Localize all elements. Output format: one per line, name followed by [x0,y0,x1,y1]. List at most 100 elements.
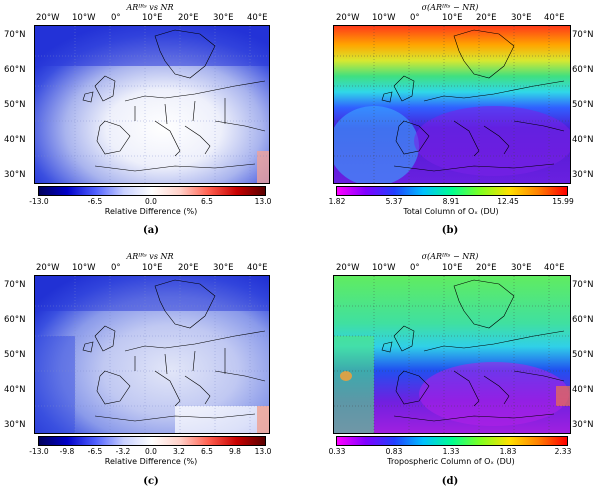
panel-a-cbar-label: Relative Difference (%) [104,207,198,216]
panel-b-lat-label: 60°N [572,65,594,75]
panel-a-lon-label: 40°E [247,13,268,23]
panel-c-cbar-tick: 6.5 [201,447,213,456]
panel-a-lat-label: 50°N [4,100,26,110]
panel-a-title: ARᴵᴿˢ vs NR [126,3,174,12]
panel-d-title: σ(ARᴵᴿˢ − NR) [421,252,479,261]
panel-d-caption: (d) [441,476,459,487]
panel-a-coastlines [82,29,266,172]
panel-a-caption: (a) [143,225,159,236]
panel-b-cbar-tick: 5.37 [385,197,403,206]
panel-b-map-svg [334,26,570,183]
panel-b-map [333,25,571,184]
panel-d-lat-label: 30°N [572,420,594,430]
panel-c-map [34,275,270,434]
panel-d-lon-label: 20°E [476,263,497,273]
panel-a-lon-label: 20°W [36,13,60,23]
panel-a-cbar-tick: -6.5 [87,197,103,206]
panel-c-lat-label: 70°N [4,280,26,290]
panel-c-lon-label: 10°E [142,263,163,273]
panel-a-cbar-tick: 0.0 [145,197,157,206]
panel-c-cbar-tick: 0.0 [145,447,157,456]
panel-c-lon-label: 40°E [247,263,268,273]
panel-c-cbar-tick: -9.8 [59,447,75,456]
panel-b-lon-label: 10°E [442,13,463,23]
panel-d-colorbar [336,436,568,446]
panel-c-cbar-tick: -13.0 [29,447,49,456]
panel-d-lon-label: 0° [410,263,420,273]
panel-d-lon-label: 20°W [336,263,360,273]
panel-a-cbar-tick: -13.0 [29,197,49,206]
panel-c-lat-label: 60°N [4,315,26,325]
panel-b-lat-label: 30°N [572,170,594,180]
panel-b-lon-label: 0° [410,13,420,23]
panel-c-cbar-label: Relative Difference (%) [104,457,198,466]
panel-a-lon-label: 0° [111,13,121,23]
panel-d-cbar-tick: 1.33 [442,447,460,456]
panel-c-title: ARᴵᴿˢ vs NR [126,252,174,261]
panel-d-lat-label: 60°N [572,315,594,325]
panel-c-cbar-tick: 13.0 [254,447,272,456]
panel-a-lat-label: 70°N [4,30,26,40]
panel-c-lon-label: 0° [111,263,121,273]
panel-a-map [34,25,270,184]
panel-b-cbar-tick: 1.82 [328,197,346,206]
panel-b-cbar-label: Total Column of Oₓ (DU) [403,207,499,216]
panel-c-coastlines [82,279,266,422]
panel-c-cbar-tick: -6.5 [87,447,103,456]
panel-b-coastlines [381,29,565,172]
panel-c-caption: (c) [143,476,159,487]
panel-d-coastlines [381,279,565,422]
panel-d-map [333,275,571,434]
panel-d-lon-label: 10°W [372,263,396,273]
panel-b-colorbar [336,186,568,196]
panel-c-lon-label: 20°E [178,263,199,273]
panel-c-cbar-tick: -3.2 [115,447,131,456]
panel-d-lon-label: 10°E [442,263,463,273]
panel-a-lat-label: 60°N [4,65,26,75]
panel-a-cbar-tick: 13.0 [254,197,272,206]
panel-a-lon-label: 10°E [142,13,163,23]
panel-c-lon-label: 30°E [213,263,234,273]
panel-a-colorbar [38,186,266,196]
panel-c-lat-label: 40°N [4,385,26,395]
panel-c-lat-label: 50°N [4,350,26,360]
panel-a-lon-label: 30°E [213,13,234,23]
panel-a-lon-label: 10°W [72,13,96,23]
panel-a-lat-label: 30°N [4,170,26,180]
panel-d-lat-label: 50°N [572,350,594,360]
panel-d-map-svg [334,276,570,433]
panel-a-cbar-tick: 6.5 [201,197,213,206]
panel-b-lon-label: 20°W [336,13,360,23]
panel-d-lon-label: 30°E [511,263,532,273]
panel-b-lon-label: 10°W [372,13,396,23]
panel-b-cbar-tick: 12.45 [497,197,519,206]
panel-b-lon-label: 30°E [511,13,532,23]
panel-c-lon-label: 10°W [72,263,96,273]
panel-a-map-svg [35,26,269,183]
panel-d-cbar-label: Tropospheric Column of Oₓ (DU) [387,457,515,466]
panel-b-lat-label: 50°N [572,100,594,110]
panel-c-map-svg [35,276,269,433]
panel-d-cbar-tick: 0.33 [328,447,346,456]
panel-a-lon-label: 20°E [178,13,199,23]
panel-b-lon-label: 20°E [476,13,497,23]
panel-b-caption: (b) [441,225,459,236]
panel-b-lat-label: 70°N [572,30,594,40]
panel-b-lat-label: 40°N [572,135,594,145]
panel-c-cbar-tick: 9.8 [229,447,241,456]
panel-b-cbar-tick: 8.91 [442,197,460,206]
panel-d-cbar-tick: 2.33 [554,447,572,456]
panel-b-title: σ(ARᴵᴿˢ − NR) [421,3,479,12]
panel-a-lat-label: 40°N [4,135,26,145]
panel-c-colorbar [38,436,266,446]
panel-d-cbar-tick: 1.83 [499,447,517,456]
panel-b-cbar-tick: 15.99 [552,197,574,206]
panel-d-cbar-tick: 0.83 [385,447,403,456]
panel-d-lon-label: 40°E [544,263,565,273]
panel-d-lat-label: 40°N [572,385,594,395]
panel-c-cbar-tick: 3.2 [173,447,185,456]
panel-b-lon-label: 40°E [544,13,565,23]
panel-d-lat-label: 70°N [572,280,594,290]
panel-c-lon-label: 20°W [36,263,60,273]
panel-c-lat-label: 30°N [4,420,26,430]
